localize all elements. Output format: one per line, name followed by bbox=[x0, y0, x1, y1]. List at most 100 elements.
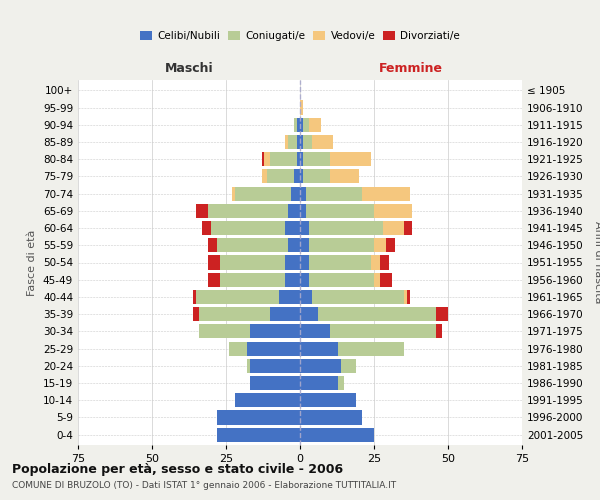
Bar bbox=[312, 135, 332, 149]
Bar bbox=[374, 272, 380, 287]
Bar bbox=[300, 307, 318, 321]
Bar bbox=[208, 238, 217, 252]
Bar bbox=[220, 272, 285, 287]
Bar bbox=[285, 256, 300, 270]
Bar bbox=[300, 238, 309, 252]
Text: Maschi: Maschi bbox=[164, 62, 214, 75]
Bar bbox=[285, 221, 300, 235]
Bar bbox=[217, 238, 288, 252]
Bar bbox=[297, 135, 300, 149]
Bar bbox=[297, 118, 300, 132]
Bar bbox=[268, 170, 294, 183]
Bar bbox=[380, 272, 392, 287]
Bar bbox=[250, 358, 300, 373]
Bar bbox=[300, 221, 309, 235]
Bar bbox=[294, 170, 300, 183]
Bar bbox=[300, 256, 309, 270]
Bar bbox=[309, 256, 371, 270]
Bar bbox=[300, 290, 312, 304]
Bar bbox=[306, 186, 362, 200]
Bar bbox=[211, 221, 285, 235]
Bar bbox=[291, 186, 300, 200]
Legend: Celibi/Nubili, Coniugati/e, Vedovi/e, Divorziati/e: Celibi/Nubili, Coniugati/e, Vedovi/e, Di… bbox=[136, 27, 464, 46]
Bar bbox=[300, 410, 362, 424]
Bar bbox=[199, 307, 271, 321]
Bar bbox=[217, 428, 300, 442]
Text: COMUNE DI BRUZOLO (TO) - Dati ISTAT 1° gennaio 2006 - Elaborazione TUTTITALIA.IT: COMUNE DI BRUZOLO (TO) - Dati ISTAT 1° g… bbox=[12, 480, 396, 490]
Bar bbox=[235, 186, 291, 200]
Bar bbox=[262, 170, 268, 183]
Bar bbox=[300, 324, 329, 338]
Y-axis label: Anni di nascita: Anni di nascita bbox=[593, 221, 600, 304]
Bar bbox=[338, 376, 344, 390]
Bar bbox=[285, 272, 300, 287]
Bar bbox=[300, 135, 303, 149]
Bar bbox=[371, 256, 380, 270]
Bar bbox=[250, 324, 300, 338]
Bar bbox=[309, 221, 383, 235]
Bar bbox=[193, 307, 199, 321]
Bar bbox=[300, 393, 356, 407]
Bar bbox=[303, 135, 312, 149]
Bar bbox=[300, 100, 303, 114]
Bar bbox=[329, 152, 371, 166]
Bar bbox=[309, 118, 321, 132]
Bar bbox=[297, 152, 300, 166]
Bar bbox=[303, 118, 309, 132]
Bar bbox=[341, 358, 356, 373]
Bar bbox=[247, 342, 300, 355]
Y-axis label: Fasce di età: Fasce di età bbox=[28, 230, 37, 296]
Bar bbox=[208, 204, 288, 218]
Bar bbox=[232, 186, 235, 200]
Bar bbox=[247, 358, 250, 373]
Bar bbox=[271, 152, 297, 166]
Bar bbox=[262, 152, 265, 166]
Bar bbox=[329, 324, 436, 338]
Text: Popolazione per età, sesso e stato civile - 2006: Popolazione per età, sesso e stato civil… bbox=[12, 462, 343, 475]
Bar bbox=[318, 307, 436, 321]
Bar bbox=[208, 256, 220, 270]
Bar bbox=[196, 290, 279, 304]
Bar bbox=[288, 238, 300, 252]
Bar bbox=[303, 170, 329, 183]
Bar bbox=[362, 186, 410, 200]
Bar bbox=[220, 256, 285, 270]
Bar bbox=[202, 221, 211, 235]
Bar bbox=[300, 170, 303, 183]
Bar bbox=[300, 342, 338, 355]
Bar bbox=[338, 342, 404, 355]
Bar bbox=[217, 410, 300, 424]
Bar bbox=[436, 324, 442, 338]
Bar bbox=[407, 290, 410, 304]
Bar bbox=[300, 204, 306, 218]
Bar bbox=[300, 118, 303, 132]
Bar bbox=[436, 307, 448, 321]
Bar bbox=[300, 152, 303, 166]
Bar bbox=[229, 342, 247, 355]
Bar bbox=[285, 135, 288, 149]
Bar bbox=[404, 221, 412, 235]
Bar bbox=[208, 272, 220, 287]
Bar bbox=[271, 307, 300, 321]
Bar bbox=[250, 376, 300, 390]
Bar bbox=[374, 238, 386, 252]
Bar bbox=[404, 290, 407, 304]
Bar bbox=[235, 393, 300, 407]
Bar bbox=[309, 272, 374, 287]
Bar bbox=[300, 272, 309, 287]
Bar bbox=[374, 204, 412, 218]
Bar bbox=[196, 204, 208, 218]
Bar bbox=[193, 290, 196, 304]
Bar bbox=[312, 290, 404, 304]
Bar bbox=[199, 324, 250, 338]
Bar bbox=[279, 290, 300, 304]
Bar bbox=[309, 238, 374, 252]
Bar bbox=[380, 256, 389, 270]
Bar bbox=[383, 221, 404, 235]
Bar bbox=[288, 204, 300, 218]
Bar bbox=[300, 358, 341, 373]
Bar bbox=[303, 152, 329, 166]
Bar bbox=[300, 428, 374, 442]
Bar bbox=[294, 118, 297, 132]
Bar bbox=[300, 186, 306, 200]
